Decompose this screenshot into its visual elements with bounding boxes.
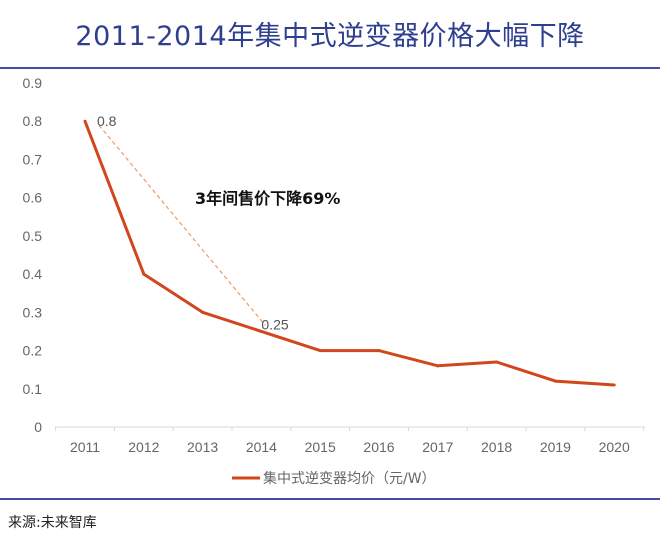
x-tick-label: 2013 [187, 439, 218, 455]
line-chart: 00.10.20.30.40.50.60.70.80.9 2011 2012 201… [23, 75, 645, 487]
x-tick-label: 2016 [363, 439, 394, 455]
page-title: 2011-2014年集中式逆变器价格大幅下降 [75, 21, 585, 52]
y-tick-label: 0.5 [23, 228, 43, 244]
y-tick-label: 0.8 [23, 113, 43, 129]
data-point-2019 [553, 379, 557, 383]
y-tick-label: 0.1 [23, 381, 43, 397]
x-tick-label: 2019 [540, 439, 571, 455]
data-point-2014 [259, 329, 263, 333]
legend: 集中式逆变器均价（元/W） [232, 470, 436, 487]
y-tick-label: 0 [34, 419, 42, 435]
y-tick-label: 0.4 [23, 266, 43, 282]
data-point-2016 [377, 349, 381, 353]
x-tick-label: 2017 [422, 439, 453, 455]
data-point-2020 [612, 383, 616, 387]
series-line [83, 120, 615, 387]
bottom-divider [0, 498, 660, 500]
x-tick-label: 2011 [70, 439, 100, 455]
y-tick-label: 0.6 [23, 190, 43, 206]
x-tick-label: 2020 [599, 439, 630, 455]
data-point-2015 [318, 349, 322, 353]
x-axis: 2011 2012 2013 2014 2015 2016 2017 2018 2019 2020 [55, 426, 645, 455]
data-point-2018 [495, 360, 499, 364]
series-points [83, 119, 616, 387]
annotation-text: 3年间售价下降69% [195, 189, 340, 208]
y-tick-label: 0.3 [23, 304, 43, 320]
y-tick-label: 0.2 [23, 343, 43, 359]
y-tick-label: 0.9 [23, 75, 43, 91]
x-tick-label: 2018 [481, 439, 512, 455]
x-tick-label: 2015 [305, 439, 336, 455]
data-label-2011: 0.8 [97, 113, 117, 129]
source-note: 来源:未来智库 [8, 515, 97, 531]
data-point-2013 [201, 310, 205, 314]
x-tick-label: 2014 [246, 439, 277, 455]
data-point-2017 [436, 364, 440, 368]
trend-dashed-line [98, 124, 266, 326]
y-axis: 0 0.1 0.2 0.3 0.4 0.5 0.6 0.7 0.8 0.9 [23, 75, 43, 435]
y-tick-label: 0.7 [23, 151, 43, 167]
data-point-2012 [142, 272, 146, 276]
legend-label: 集中式逆变器均价（元/W） [263, 470, 436, 487]
x-tick-label: 2012 [128, 439, 159, 455]
data-point-2011 [83, 119, 87, 123]
top-divider [0, 67, 660, 69]
data-label-2014: 0.25 [261, 316, 288, 332]
